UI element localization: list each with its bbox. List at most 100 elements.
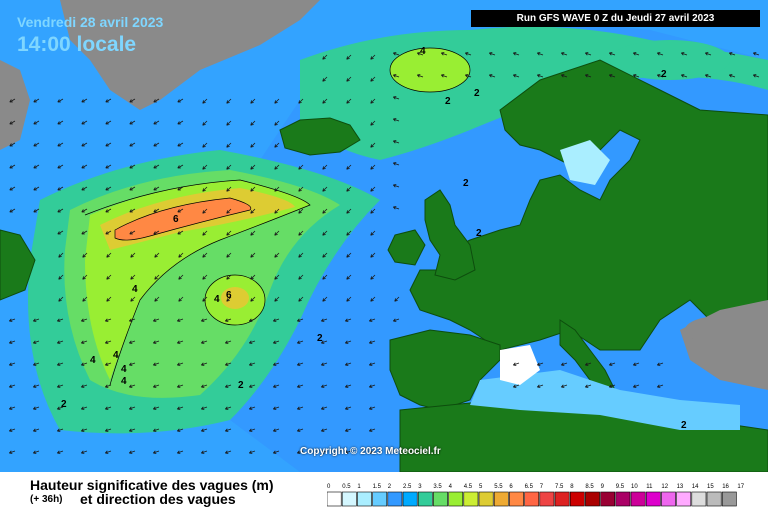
arrow-shaft [274,296,280,302]
scale-tick-label: 4 [449,484,453,490]
arrow-head [513,74,516,78]
arrow-head [81,362,84,366]
arrow-shaft [274,274,280,280]
arrow-head [105,121,108,125]
arrow-head [105,340,108,344]
arrow-shaft [369,318,376,322]
arrow-head [177,121,180,125]
wave-zone-north-max [390,48,470,92]
arrow-shaft [250,296,256,302]
land-labrador [0,229,36,301]
arrow-head [393,206,396,210]
arrow-head [346,58,350,60]
arrow-shaft [130,252,136,258]
arrow-head [105,99,108,103]
arrow-head [105,143,108,147]
arrow-shaft [57,428,64,432]
arrow-shaft [321,362,328,366]
arrow-head [225,318,228,322]
arrow-shaft [417,52,424,56]
arrow-head [393,52,396,56]
scale-tick-label: 17 [737,484,744,490]
arrow-head [753,74,756,78]
arrow-head [370,234,374,236]
arrow-head [58,278,62,280]
arrow-head [322,80,326,82]
arrow-head [201,406,204,410]
arrow-head [153,121,156,125]
arrow-head [82,298,84,302]
scale-tick-label: 3.5 [433,484,442,490]
arrow-head [177,187,180,191]
arrow-head [393,140,396,144]
arrow-head [322,58,326,60]
arrow-head [274,144,276,148]
arrow-head [393,318,396,322]
arrow-shaft [393,74,400,78]
arrow-shaft [129,450,136,454]
arrow-shaft [322,186,328,192]
arrow-head [82,278,86,280]
arrow-shaft [33,406,40,410]
arrow-shaft [297,340,304,344]
arrow-shaft [106,274,112,280]
arrow-head [250,300,254,302]
arrow-head [33,384,36,388]
arrow-shaft [394,296,400,302]
arrow-shaft [585,74,592,78]
arrow-head [225,384,228,388]
arrow-shaft [321,450,328,454]
arrow-shaft [297,384,304,388]
arrow-shaft [273,428,280,432]
arrow-shaft [585,362,592,366]
scale-tick-label: 5.5 [494,484,503,490]
arrow-shaft [345,318,352,322]
arrow-shaft [57,186,64,191]
arrow-head [298,276,300,280]
arrow-head [394,300,398,302]
arrow-head [346,254,348,258]
scale-swatch [402,491,418,507]
arrow-shaft [370,76,376,82]
arrow-head [370,124,374,126]
arrow-head [513,52,516,56]
arrow-head [129,362,132,366]
arrow-head [154,298,156,302]
arrow-head [274,102,278,104]
scale-swatch [327,491,342,507]
arrow-head [417,74,420,78]
arrow-head [130,276,132,280]
arrow-head [81,99,84,103]
arrow-shaft [274,230,280,236]
arrow-shaft [322,208,328,214]
arrow-head [657,74,660,78]
arrow-shaft [33,318,40,322]
arrow-shaft [129,340,136,344]
arrow-head [417,52,420,56]
arrow-shaft [81,318,88,322]
arrow-head [394,298,396,302]
arrow-shaft [346,54,352,60]
arrow-shaft [633,362,640,366]
arrow-head [346,100,348,104]
arrow-shaft [129,406,136,410]
arrow-head [250,168,254,170]
arrow-shaft [250,120,256,126]
arrow-head [129,231,132,235]
arrow-head [273,318,276,322]
arrow-head [250,100,252,104]
arrow-head [370,122,372,126]
arrow-shaft [585,384,592,388]
contour-4m-main [84,179,311,386]
arrow-shaft [370,208,376,214]
arrow-head [298,188,300,192]
arrow-head [153,384,156,388]
arrow-head [370,78,372,82]
arrow-head [105,362,108,366]
arrow-head [201,428,204,432]
arrow-head [274,298,276,302]
arrow-head [609,362,612,366]
arrow-head [129,318,132,322]
arrow-head [729,52,732,56]
arrow-head [9,406,12,410]
